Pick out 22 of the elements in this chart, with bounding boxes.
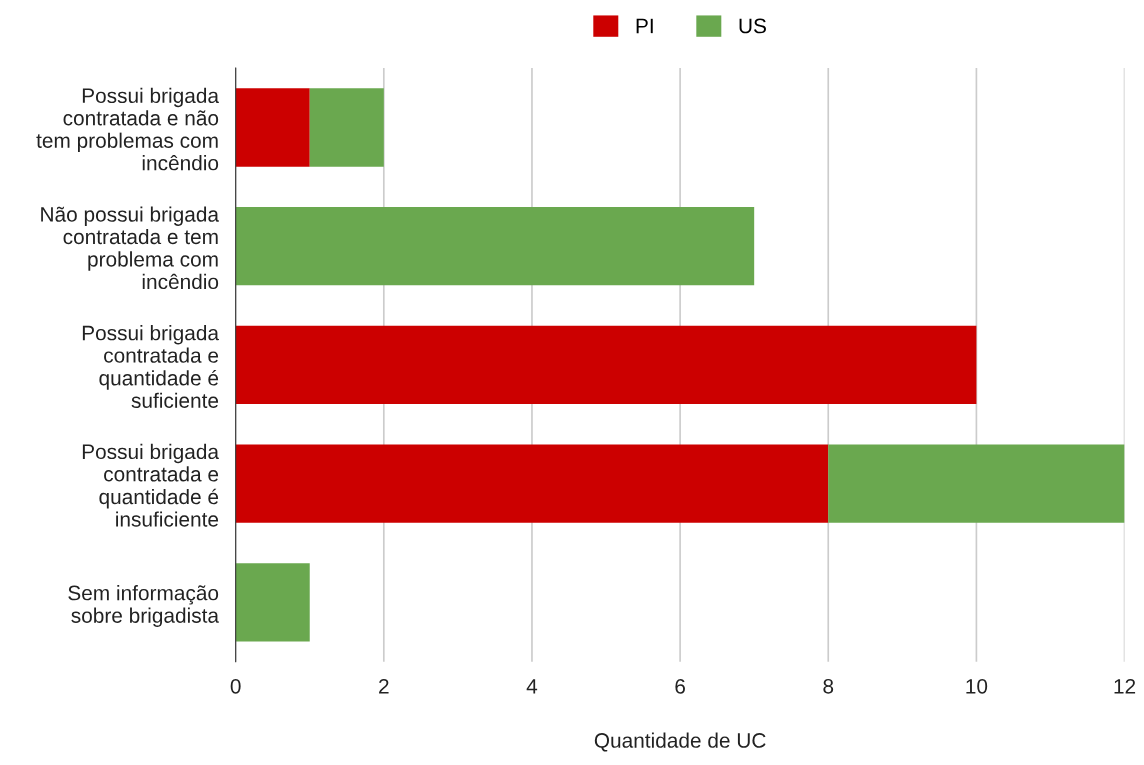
- bar: [235, 88, 310, 167]
- bar: [235, 444, 829, 523]
- y-tick-label: Não possui brigada contratada e tem problema com incêndio: [41, 206, 220, 290]
- y-tick-label: Possui brigada contratada e não tem problemas com incêndio: [36, 87, 219, 171]
- y-tick-label: Possui brigada contratada e quantidade é insuficiente: [82, 443, 219, 527]
- y-tick-label: Possui brigada contratada e quantidade é suficiente: [82, 325, 219, 408]
- y-tick-label: Sem informação sobre brigadista: [68, 585, 220, 628]
- x-tick-label: 8: [823, 678, 834, 694]
- x-axis-title: Quantidade de UC: [594, 732, 766, 752]
- bar: [235, 563, 310, 642]
- legend-label: US: [739, 18, 766, 34]
- bar: [235, 325, 977, 405]
- legend-label: PI: [636, 18, 653, 34]
- x-tick-label: 6: [675, 678, 685, 694]
- bar: [828, 444, 1125, 523]
- x-tick-label: 10: [966, 678, 988, 694]
- x-tick-label: 12: [1114, 678, 1136, 694]
- bar: [235, 207, 755, 286]
- x-tick-label: 4: [526, 679, 538, 694]
- x-tick-label: 0: [230, 678, 241, 694]
- bar: [309, 88, 384, 167]
- x-tick-label: 2: [379, 678, 389, 694]
